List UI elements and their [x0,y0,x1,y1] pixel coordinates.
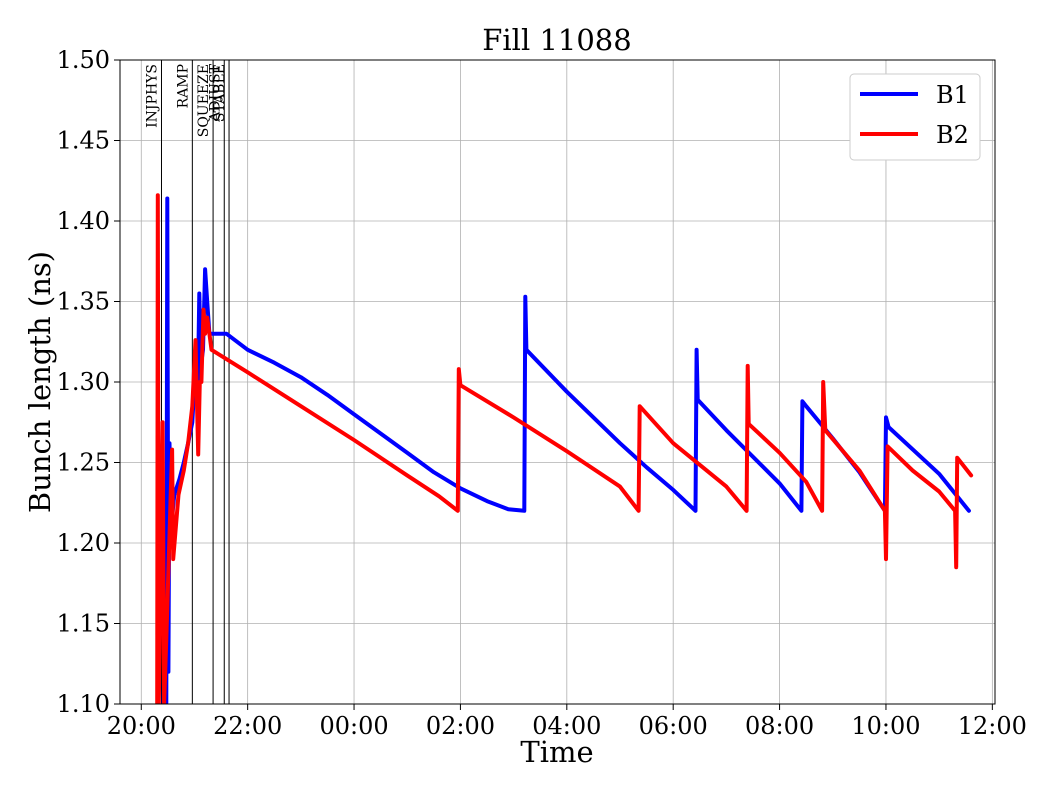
phase-label-stable: STABLE [212,64,228,122]
x-tick-label: 12:00 [958,712,1027,740]
y-tick-label: 1.20 [57,529,110,557]
x-tick-label: 20:00 [107,712,176,740]
x-tick-label: 02:00 [426,712,495,740]
phase-label-squeeze: SQUEEZE [196,64,212,137]
chart-title: Fill 11088 [482,23,631,57]
y-tick-label: 1.40 [57,207,110,235]
y-tick-label: 1.25 [57,449,110,477]
y-tick-label: 1.35 [57,288,110,316]
x-tick-label: 10:00 [851,712,920,740]
phase-label-adjust: ADJUST [207,63,223,122]
y-axis-ticks: 1.10 1.15 1.20 1.25 1.30 1.35 1.40 1.45 1.50 [57,46,120,718]
legend: B1 B2 [849,73,981,161]
x-axis-ticks: 20:00 22:00 00:00 02:00 04:00 06:00 08:00 10:00… [107,704,1027,740]
x-axis-label: Time [520,735,593,769]
phase-label-ramp: RAMP [175,64,191,108]
y-tick-label: 1.30 [57,368,110,396]
y-tick-label: 1.45 [57,127,110,155]
legend-label-b1: B1 [936,81,969,109]
y-tick-label: 1.15 [57,610,110,638]
x-tick-label: 04:00 [532,712,601,740]
legend-label-b2: B2 [936,121,969,149]
y-axis-label: Bunch length (ns) [23,251,57,513]
x-tick-label: 22:00 [213,712,282,740]
y-tick-label: 1.50 [57,46,110,74]
y-tick-label: 1.10 [57,690,110,718]
phase-label-injphys: INJPHYS [144,64,160,128]
series-line-b2 [155,193,974,704]
x-tick-label: 06:00 [639,712,708,740]
plot-area [155,193,974,704]
x-tick-label: 00:00 [319,712,388,740]
x-tick-label: 08:00 [745,712,814,740]
